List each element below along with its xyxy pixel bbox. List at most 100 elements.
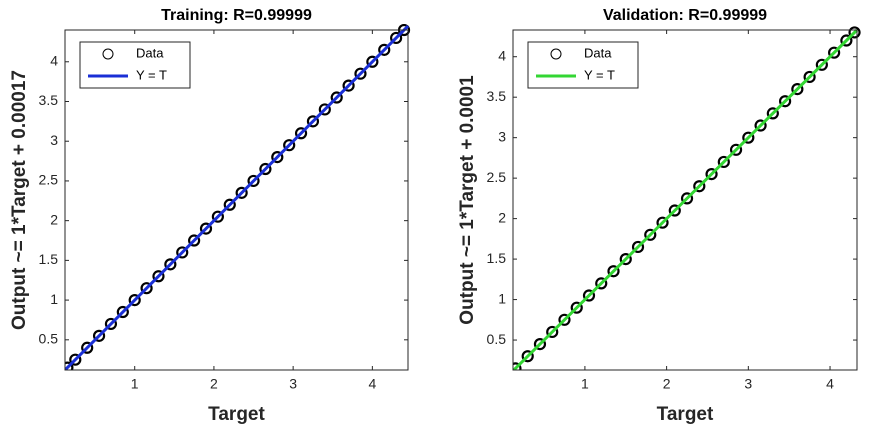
legend-box [79, 41, 191, 89]
data-point [366, 55, 379, 68]
data-point [128, 293, 141, 307]
data-point [533, 337, 547, 351]
data-point [791, 82, 804, 96]
data-point [152, 270, 165, 283]
data-point [558, 313, 571, 326]
data-point [705, 167, 718, 181]
data-point [294, 127, 308, 140]
data-point [840, 34, 853, 47]
data-point [595, 277, 608, 290]
y-axis-label: Output ~= 1*Target + 0.0001 [457, 75, 478, 325]
data-point [65, 361, 74, 370]
data-point [570, 301, 583, 314]
data-point [619, 252, 632, 266]
data-point [582, 289, 596, 302]
data-point [729, 143, 743, 156]
legend-label: Data [136, 45, 164, 60]
y-tick-label: 3 [498, 128, 506, 144]
plot-marks [65, 24, 411, 370]
data-point [342, 79, 355, 92]
data-point [104, 317, 118, 331]
data-point [69, 353, 82, 366]
data-point [354, 67, 367, 80]
data-point [803, 70, 816, 84]
axes: Training: R=0.99999 Target Output ~= 1*Tar… [9, 7, 411, 425]
data-point [693, 180, 706, 193]
data-point [778, 95, 792, 108]
data-point [306, 115, 320, 128]
data-point [546, 325, 559, 339]
x-tick-label: 3 [289, 376, 297, 392]
data-point [644, 228, 657, 241]
data-point [199, 222, 213, 235]
y-tick-label: 4 [50, 52, 58, 68]
data-point [828, 46, 841, 59]
x-tick-label: 4 [826, 376, 834, 392]
x-tick-label: 2 [663, 376, 671, 392]
y-tick-label: 0.5 [39, 331, 59, 347]
legend-label: Data [584, 45, 612, 60]
data-point [259, 162, 272, 176]
plot-marks [513, 26, 861, 370]
y-tick-label: 0.5 [487, 331, 507, 347]
y-axis-label: Output ~= 1*Target + 0.00017 [9, 70, 30, 330]
x-tick-label: 1 [131, 376, 139, 392]
x-tick-label: 1 [581, 376, 589, 392]
data-point [668, 204, 681, 217]
axes-box [512, 29, 858, 371]
data-point [92, 329, 106, 342]
x-axis-label: Target [657, 404, 714, 425]
legend-marker [102, 48, 114, 60]
data-point [140, 282, 153, 295]
data-point [815, 58, 828, 71]
data-point [247, 174, 260, 188]
y-tick-label: 3.5 [487, 88, 507, 104]
chart-title: Training: R=0.99999 [161, 7, 312, 24]
x-axis-label: Target [208, 404, 265, 425]
y-tick-label: 1.5 [487, 250, 507, 266]
data-point [223, 198, 236, 211]
y-tick-label: 2 [50, 211, 58, 227]
data-point [742, 131, 755, 144]
y-tick-label: 1 [50, 291, 58, 307]
data-point [283, 139, 296, 152]
data-point [378, 43, 391, 56]
data-point [164, 258, 177, 271]
y-tick-label: 4 [498, 47, 506, 63]
data-point [513, 362, 522, 370]
data-point [680, 192, 694, 205]
y-tick-label: 3.5 [39, 92, 59, 108]
legend-label: Y = T [136, 67, 167, 82]
y-tick-label: 2.5 [39, 172, 59, 188]
legend-marker [550, 48, 562, 60]
x-tick-label: 4 [368, 376, 376, 392]
y-tick-label: 2.5 [487, 169, 507, 185]
data-point [766, 107, 779, 120]
axes: Validation: R=0.99999 Target Output ~= 1*T… [457, 7, 861, 425]
data-point [607, 265, 620, 278]
y-tick-label: 2 [498, 209, 506, 225]
data-point [754, 119, 767, 132]
data-point [848, 26, 861, 39]
data-point [717, 155, 730, 169]
data-point [318, 103, 331, 116]
data-point [330, 91, 343, 104]
data-point [631, 240, 645, 254]
data-point [271, 151, 284, 164]
data-point [211, 210, 224, 223]
x-tick-label: 2 [210, 376, 218, 392]
reference-line [513, 28, 859, 370]
legend-label: Y = T [584, 67, 615, 82]
axes-box [64, 29, 409, 371]
data-point [521, 350, 534, 363]
data-point [235, 186, 248, 199]
data-point [81, 341, 94, 354]
x-tick-label: 3 [744, 376, 752, 392]
y-tick-label: 1.5 [39, 251, 59, 267]
chart-title: Validation: R=0.99999 [603, 7, 767, 24]
data-point [176, 246, 189, 259]
reference-line [65, 24, 410, 370]
data-point [116, 305, 129, 319]
y-tick-label: 3 [50, 132, 58, 148]
